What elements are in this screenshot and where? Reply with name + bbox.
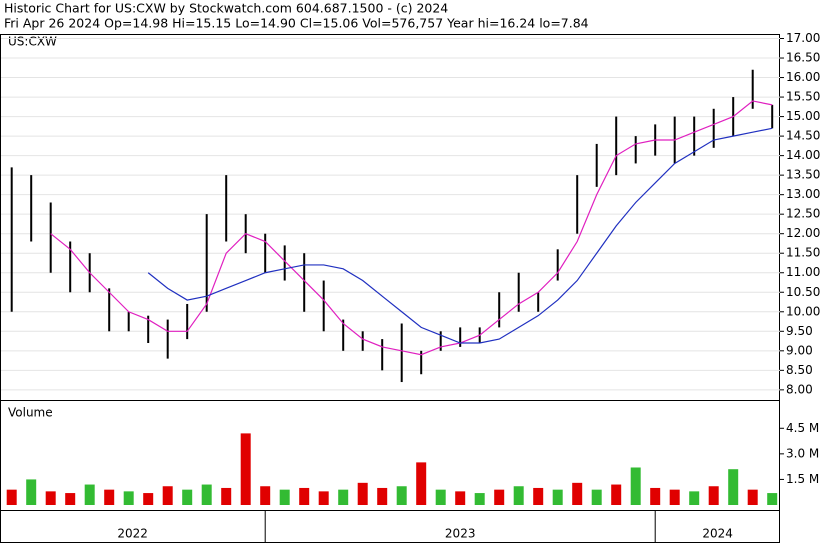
volume-bar [299,487,310,505]
volume-bar [494,489,505,505]
y-tick-label: 16.00 [786,70,820,84]
volume-bar [747,489,758,505]
volume-bar [728,469,739,505]
y-tick-label: 3.0 M [786,446,819,460]
y-tick-label: 13.50 [786,168,820,182]
y-tick-label: 1.5 M [786,472,819,486]
volume-bar [318,491,329,505]
y-tick-label: 9.50 [786,324,813,338]
volume-bar [26,479,37,505]
volume-bar [474,493,485,505]
volume-bar [162,486,173,505]
y-tick-label: 9.00 [786,343,813,357]
volume-bar [221,487,232,505]
volume-bar [6,489,17,505]
y-tick-label: 11.50 [786,246,820,260]
volume-bar [650,487,661,505]
volume-bar [182,489,193,505]
volume-bar [201,484,212,505]
chart-title: Historic Chart for US:CXW by Stockwatch.… [4,1,448,16]
y-tick-label: 15.50 [786,90,820,104]
x-tick-label: 2024 [702,527,733,541]
volume-bar [240,433,251,505]
volume-bar [123,491,134,505]
y-tick-label: 11.00 [786,265,820,279]
volume-bar [104,489,115,505]
y-tick-label: 8.50 [786,363,813,377]
volume-bar [45,491,56,505]
volume-bar [84,484,95,505]
x-tick-label: 2023 [445,527,476,541]
chart-subtitle: Fri Apr 26 2024 Op=14.98 Hi=15.15 Lo=14.… [4,16,589,31]
volume-bar [689,491,700,505]
volume-bar [630,467,641,505]
y-tick-label: 14.00 [786,148,820,162]
volume-bar [396,486,407,505]
x-tick-label: 2022 [117,527,148,541]
y-tick-label: 16.50 [786,51,820,65]
y-tick-label: 15.00 [786,109,820,123]
volume-bar [455,491,466,505]
volume-bar [377,487,388,505]
volume-bar [767,493,778,505]
volume-bar [260,486,271,505]
volume-bar [708,486,719,505]
volume-bar [435,489,446,505]
volume-bar [143,493,154,505]
volume-bar [552,489,563,505]
volume-bar [513,486,524,505]
y-tick-label: 14.50 [786,129,820,143]
volume-bar [357,482,368,505]
y-tick-label: 13.00 [786,187,820,201]
y-tick-label: 8.00 [786,382,813,396]
y-tick-label: 10.00 [786,304,820,318]
moving-average [147,127,773,344]
volume-label: Volume [8,406,53,420]
volume-bar [611,484,622,505]
volume-bar [65,493,76,505]
y-tick-label: 4.5 M [786,421,819,435]
y-tick-label: 10.50 [786,285,820,299]
volume-bar [416,462,427,505]
volume-bar [338,489,349,505]
moving-average [50,100,773,356]
y-tick-label: 17.00 [786,31,820,45]
volume-bar [669,489,680,505]
volume-bar [279,489,290,505]
volume-bar [533,487,544,505]
y-tick-label: 12.00 [786,226,820,240]
y-tick-label: 12.50 [786,207,820,221]
symbol-label: US:CXW [8,35,57,49]
volume-bar [572,482,583,505]
volume-bar [591,489,602,505]
